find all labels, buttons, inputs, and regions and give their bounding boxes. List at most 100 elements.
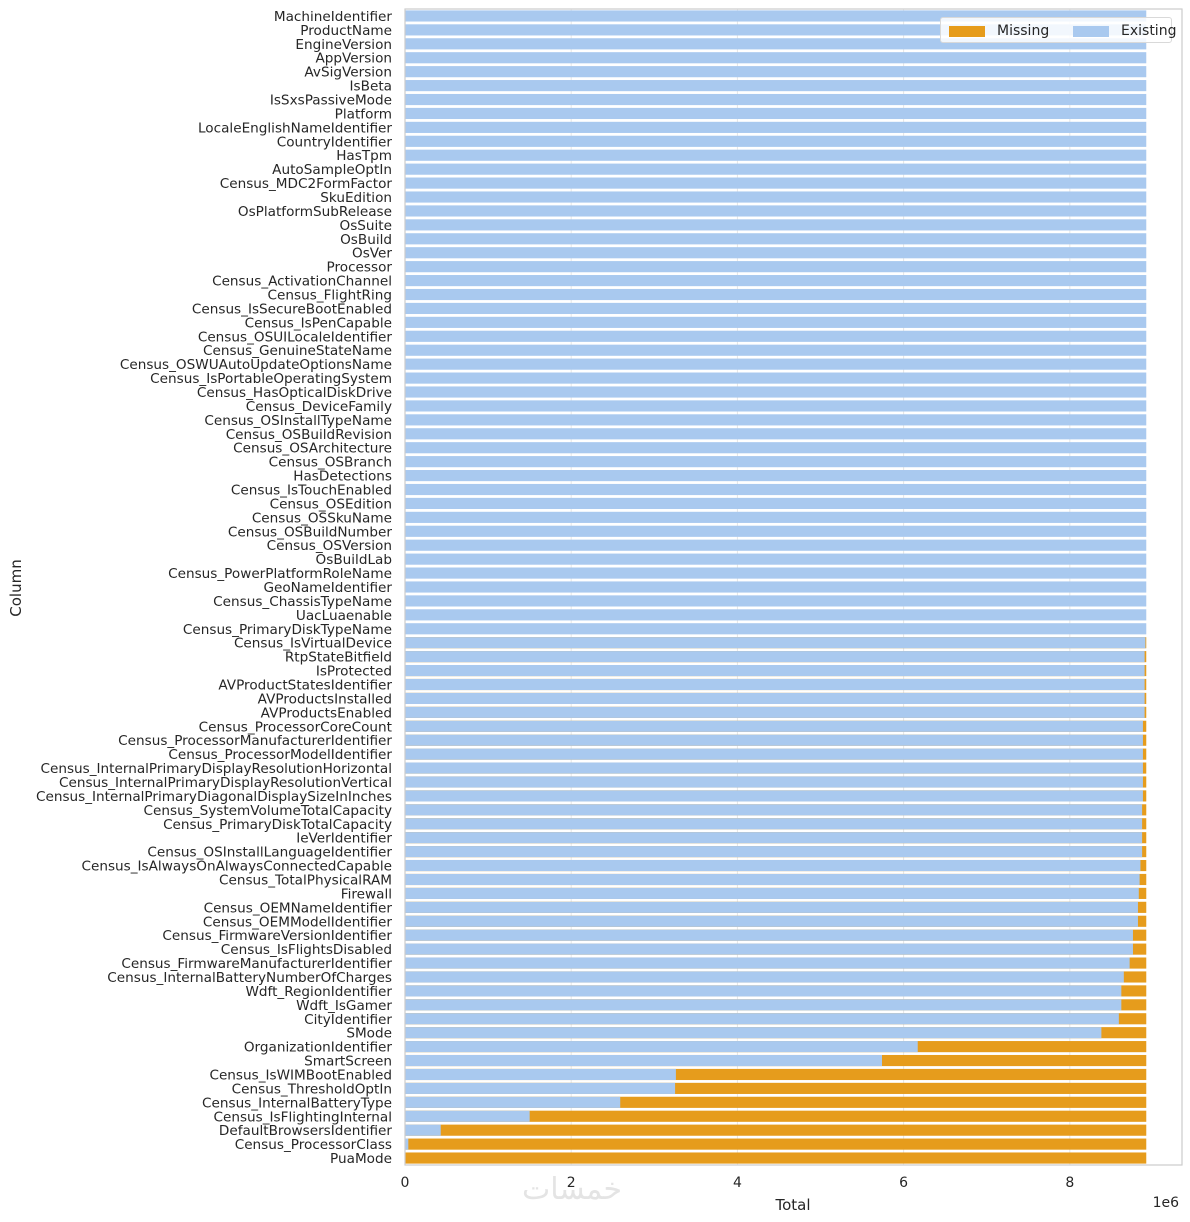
bar-existing <box>405 999 1122 1011</box>
bar-existing <box>405 943 1133 955</box>
y-tick-label: CountryIdentifier <box>277 134 393 150</box>
bar-existing <box>405 414 1147 426</box>
y-tick-label: Census_IsFlightsDisabled <box>221 942 392 958</box>
y-tick-label: RtpStateBitfield <box>285 650 392 666</box>
bar-existing <box>405 720 1143 732</box>
y-tick-label: Census_ThresholdOptIn <box>232 1081 392 1097</box>
y-tick-label: AVProductStatesIdentifier <box>218 677 392 693</box>
bar-missing <box>405 1124 1147 1136</box>
bar-existing <box>405 149 1147 161</box>
y-tick-label: Census_OSSkuName <box>252 510 392 526</box>
y-tick-label: IsProtected <box>316 664 392 680</box>
bar-existing <box>405 372 1147 384</box>
y-tick-label: Processor <box>327 260 393 276</box>
bar-existing <box>405 1054 883 1067</box>
bar-existing <box>405 1110 530 1122</box>
bar-existing <box>405 790 1143 802</box>
y-tick-label: HasTpm <box>336 148 392 164</box>
y-tick-label: IsBeta <box>350 79 392 95</box>
y-tick-label: AppVersion <box>315 51 392 67</box>
x-tick-label: 6 <box>899 1175 908 1191</box>
y-tick-label: Census_OSEdition <box>270 496 392 512</box>
y-tick-label: Census_SystemVolumeTotalCapacity <box>144 803 392 819</box>
y-tick-label: Census_GenuineStateName <box>203 343 392 359</box>
x-tick-labels: 0 2 4 6 8 <box>401 1175 1075 1191</box>
y-tick-label: Census_OSArchitecture <box>233 441 392 457</box>
x-axis-offset-label: 1e6 <box>1153 1195 1180 1211</box>
bar-existing <box>405 651 1145 663</box>
y-axis-label: Column <box>7 559 25 616</box>
y-tick-label: Census_PrimaryDiskTypeName <box>183 622 392 638</box>
y-tick-label: OsBuild <box>340 232 392 248</box>
y-tick-label: Census_OSWUAutoUpdateOptionsName <box>120 357 392 373</box>
bar-existing <box>405 1138 409 1150</box>
y-tick-label: Census_OSInstallTypeName <box>204 413 392 429</box>
y-tick-label: Census_FlightRing <box>268 288 392 304</box>
y-tick-label: OsSuite <box>340 218 393 234</box>
y-tick-label: SMode <box>346 1026 392 1042</box>
bar-existing <box>405 609 1147 621</box>
bar-existing <box>405 832 1143 844</box>
bar-existing <box>405 1082 676 1094</box>
y-tick-label: Census_IsFlightingInternal <box>214 1109 393 1125</box>
y-tick-label: AvSigVersion <box>304 65 392 81</box>
bar-missing <box>405 1138 1147 1150</box>
bar-existing <box>405 553 1147 565</box>
watermark-logo: خمسات <box>522 1172 623 1207</box>
y-tick-labels: MachineIdentifierProductNameEngineVersio… <box>36 9 392 1167</box>
bar-existing <box>405 859 1141 872</box>
bar-existing <box>405 163 1147 175</box>
y-tick-label: Census_TotalPhysicalRAM <box>219 872 392 888</box>
y-tick-label: Census_OEMModelIdentifier <box>203 914 393 930</box>
bar-existing <box>405 442 1147 454</box>
bar-existing <box>405 511 1147 523</box>
bar-existing <box>405 525 1147 537</box>
bar-existing <box>405 1041 918 1053</box>
bar-existing <box>405 734 1143 746</box>
y-tick-label: Census_ProcessorManufacturerIdentifier <box>118 733 392 749</box>
legend-label-missing: Missing <box>997 23 1050 39</box>
bar-existing <box>405 846 1143 858</box>
bars <box>405 10 1147 1164</box>
y-tick-label: Census_OSUILocaleIdentifier <box>198 329 393 345</box>
bar-existing <box>405 386 1147 398</box>
y-tick-label: OsPlatformSubRelease <box>238 204 392 220</box>
bar-existing <box>405 818 1143 830</box>
bar-existing <box>405 1068 676 1081</box>
y-tick-label: Census_InternalPrimaryDiagonalDisplaySiz… <box>36 789 392 805</box>
y-tick-label: Census_IsSecureBootEnabled <box>192 301 392 317</box>
bar-existing <box>405 1096 621 1108</box>
y-tick-label: Census_DeviceFamily <box>246 399 392 415</box>
bar-missing <box>405 1152 1147 1164</box>
y-tick-label: Census_OSBranch <box>269 455 392 471</box>
bar-existing <box>405 873 1140 886</box>
legend-label-existing: Existing <box>1121 23 1177 39</box>
bar-existing <box>405 233 1147 245</box>
bar-existing <box>405 302 1147 315</box>
bar-existing <box>405 692 1145 704</box>
y-tick-label: ProductName <box>300 23 392 39</box>
bar-existing <box>405 497 1147 510</box>
chart-legend: Missing Existing <box>940 17 1176 43</box>
y-tick-label: Census_FirmwareManufacturerIdentifier <box>121 956 392 972</box>
y-tick-label: AutoSampleOptIn <box>272 162 392 178</box>
bar-existing <box>405 10 1147 22</box>
bar-existing <box>405 567 1147 579</box>
y-tick-label: Census_InternalPrimaryDisplayResolutionV… <box>59 775 392 791</box>
y-tick-label: HasDetections <box>293 469 392 485</box>
bar-existing <box>405 776 1143 788</box>
y-tick-label: OrganizationIdentifier <box>244 1040 393 1056</box>
y-tick-label: CityIdentifier <box>304 1012 392 1028</box>
bar-existing <box>405 887 1139 899</box>
y-tick-label: Census_InternalBatteryType <box>202 1095 392 1111</box>
bar-existing <box>405 316 1147 328</box>
y-tick-label: SmartScreen <box>304 1054 392 1070</box>
y-tick-label: Census_ProcessorCoreCount <box>199 719 392 735</box>
bar-existing <box>405 219 1147 231</box>
y-tick-label: Census_HasOpticalDiskDrive <box>197 385 392 401</box>
bar-existing <box>405 581 1147 593</box>
bar-existing <box>405 901 1138 913</box>
bar-existing <box>405 456 1147 468</box>
y-tick-label: IeVerIdentifier <box>296 831 392 847</box>
